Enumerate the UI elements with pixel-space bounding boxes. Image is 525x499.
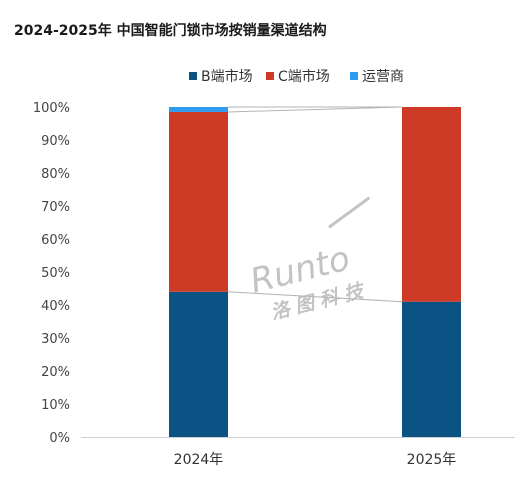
bar-segment bbox=[169, 107, 228, 112]
bars bbox=[169, 107, 461, 437]
x-tick-label: 2024年 bbox=[174, 452, 224, 468]
y-tick-label: 70% bbox=[41, 200, 70, 215]
legend-label: B端市场 bbox=[201, 68, 253, 85]
connector-lines bbox=[227, 106, 403, 303]
y-axis: 0% 10% 20% 30% 40% 50% 60% 70% 80% 90% 100% bbox=[33, 101, 70, 446]
y-tick-label: 10% bbox=[41, 398, 70, 413]
legend-label: 运营商 bbox=[362, 69, 404, 85]
bar-segment bbox=[169, 291, 228, 437]
y-tick-label: 40% bbox=[41, 299, 70, 314]
y-tick-label: 60% bbox=[41, 233, 70, 248]
connector-line bbox=[227, 106, 403, 113]
y-tick-label: 50% bbox=[41, 266, 70, 281]
bar-segment bbox=[402, 107, 461, 302]
y-tick-label: 100% bbox=[33, 101, 70, 116]
y-tick-label: 30% bbox=[41, 332, 70, 347]
y-tick-label: 20% bbox=[41, 365, 70, 380]
legend-swatch bbox=[266, 72, 274, 80]
y-tick-label: 90% bbox=[41, 134, 70, 149]
watermark-swoosh bbox=[328, 196, 370, 229]
bar-segment bbox=[169, 111, 228, 292]
x-tick-label: 2025年 bbox=[407, 452, 457, 468]
chart-title: 2024-2025年 中国智能门锁市场按销量渠道结构 bbox=[14, 23, 327, 39]
legend-swatch bbox=[350, 72, 358, 80]
x-axis: 2024年 2025年 bbox=[81, 437, 515, 468]
legend: B端市场 C端市场 运营商 bbox=[189, 68, 404, 85]
legend-swatch bbox=[189, 72, 197, 80]
legend-label: C端市场 bbox=[278, 68, 330, 85]
y-tick-label: 80% bbox=[41, 167, 70, 182]
bar-segment bbox=[402, 301, 461, 437]
y-tick-label: 0% bbox=[49, 431, 70, 446]
connector-line bbox=[227, 291, 403, 303]
